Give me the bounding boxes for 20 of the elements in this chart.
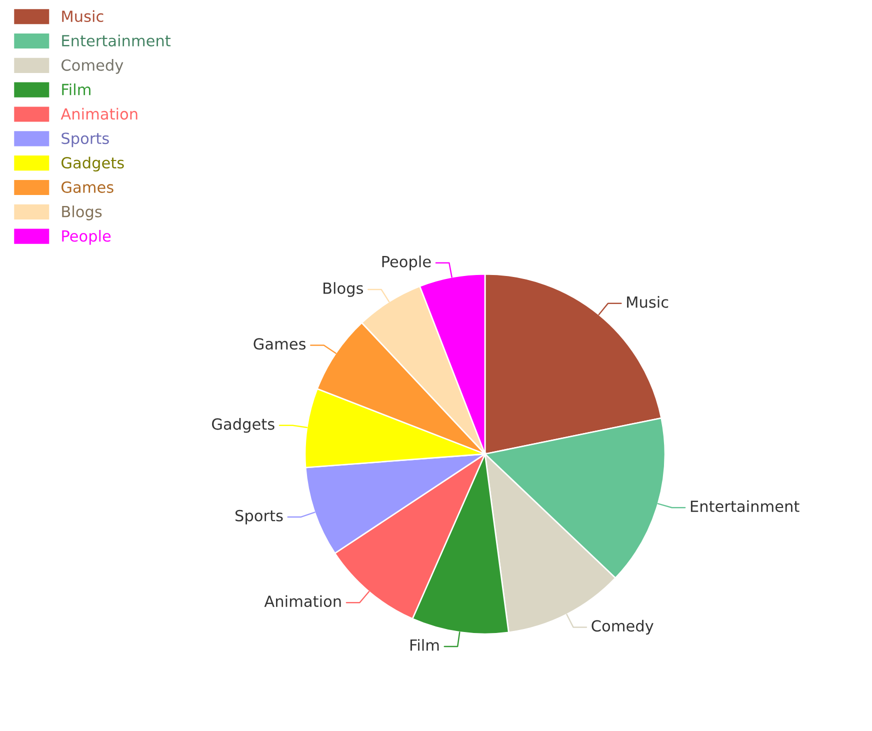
slice-label: Games	[254, 338, 306, 350]
slice-label: Blogs	[324, 282, 364, 297]
slice-label: Music	[627, 296, 668, 308]
slice-label: Entertainment	[690, 500, 800, 512]
legend-label: Music	[62, 10, 104, 22]
slice-label: Comedy	[592, 620, 654, 635]
slice-label: Gadgets	[212, 418, 274, 433]
legend-label: Film	[62, 83, 90, 96]
slice-label: Film	[410, 639, 439, 651]
legend-label: People	[62, 230, 111, 245]
legend-label: Comedy	[62, 59, 124, 74]
legend-label: Blogs	[62, 206, 102, 220]
legend-label: Games	[62, 181, 114, 193]
slice-label: People	[382, 256, 431, 270]
slice-label: Sports	[236, 510, 283, 524]
legend-label: Entertainment	[62, 34, 171, 46]
slice-label: Animation	[264, 595, 341, 608]
legend-label: Animation	[60, 108, 138, 120]
legend-label: Sports	[62, 132, 109, 148]
legend-label: Gadgets	[62, 156, 124, 172]
